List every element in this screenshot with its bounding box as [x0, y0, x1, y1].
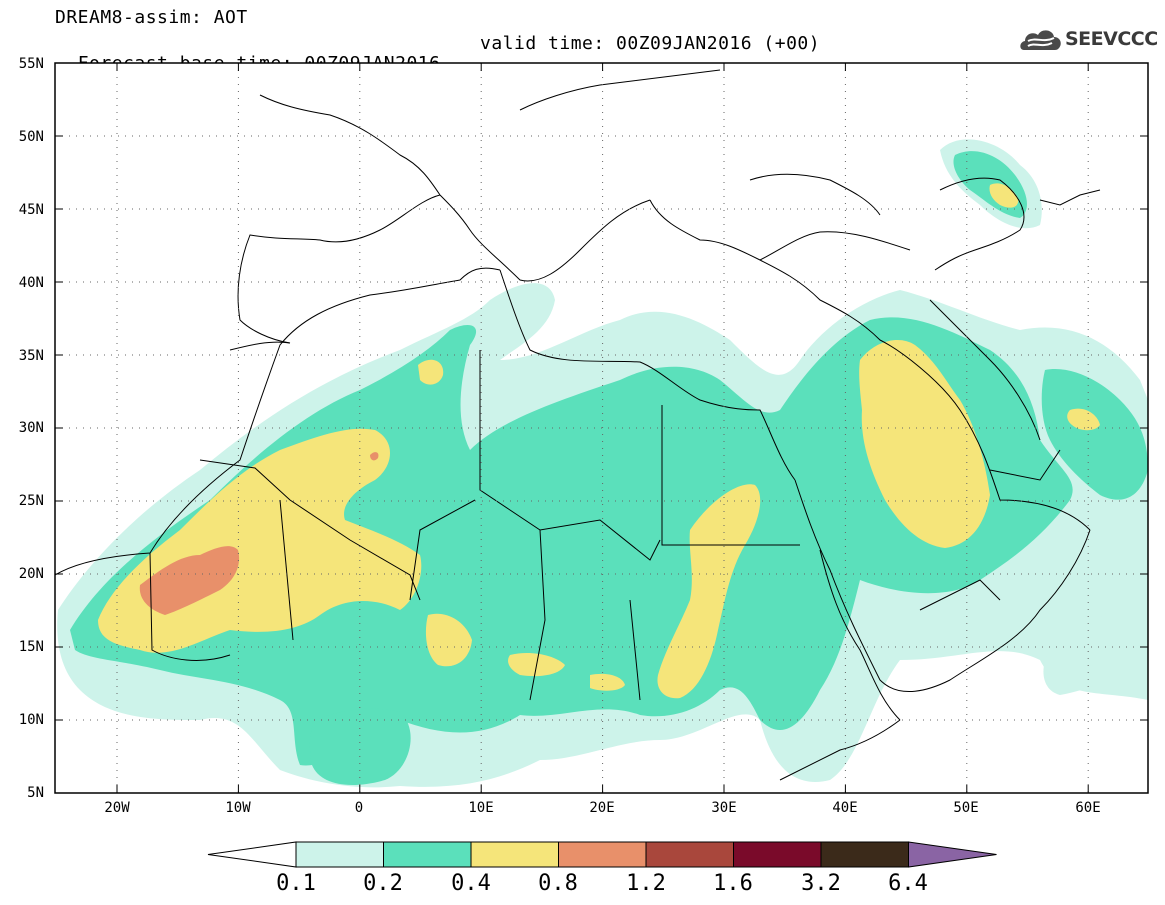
lat-label-40n: 40N [18, 275, 44, 291]
map-frame [54, 62, 1149, 794]
aot-band-0.2 [70, 151, 1148, 785]
colorbar-cell [558, 841, 647, 868]
colorbar-cell [733, 841, 822, 868]
map-background [55, 63, 1148, 793]
lat-label-15n: 15N [18, 639, 44, 655]
base-time: Forecast base time: 00Z09JAN2016 [77, 53, 441, 74]
gridlines [55, 63, 1148, 793]
colorbar-label-0.1: 0.1 [276, 871, 316, 896]
colorbar-label-0.8: 0.8 [538, 871, 578, 896]
lon-label-10w: 10W [225, 800, 251, 816]
coastlines-borders [55, 69, 1101, 781]
lon-label-20e: 20E [589, 800, 615, 816]
colorbar-label-0.4: 0.4 [451, 871, 491, 896]
colorbar-label-0.2: 0.2 [363, 871, 403, 896]
cloud-icon [1020, 30, 1061, 50]
aot-band-0.4 [98, 183, 1100, 699]
lat-label-20n: 20N [18, 566, 44, 582]
map-title: DREAM8-assim: AOT [55, 7, 248, 28]
colorbar-cell [295, 841, 384, 868]
lat-label-30n: 30N [18, 420, 44, 436]
aot-field [57, 139, 1148, 788]
seevccc-logo: SEEVCCC [1018, 24, 1158, 56]
lon-label-20w: 20W [104, 800, 130, 816]
lat-label-5n: 5N [27, 785, 44, 801]
colorbar-label-3.2: 3.2 [801, 871, 841, 896]
colorbar-cell [470, 841, 559, 868]
lon-label-40e: 40E [832, 800, 858, 816]
time-info: Forecast base time: 00Z09JAN2016 valid t… [55, 34, 820, 94]
lat-label-55n: 55N [18, 56, 44, 72]
aot-band-0.8 [139, 452, 379, 615]
lat-label-45n: 45N [18, 202, 44, 218]
lon-label-10e: 10E [468, 800, 494, 816]
lon-label-50e: 50E [953, 800, 979, 816]
colorbar-cell [645, 841, 734, 868]
colorbar-arrow-low [207, 841, 297, 868]
colorbar-label-1.2: 1.2 [626, 871, 666, 896]
colorbar [207, 841, 997, 868]
axis-ticks [55, 62, 1148, 794]
colorbar-label-6.4: 6.4 [888, 871, 928, 896]
lon-label-30e: 30E [711, 800, 737, 816]
lat-label-25n: 25N [18, 493, 44, 509]
lat-label-35n: 35N [18, 348, 44, 364]
lat-label-50n: 50N [18, 129, 44, 145]
lat-label-10n: 10N [18, 712, 44, 728]
lon-label-0: 0 [354, 800, 364, 816]
colorbar-arrow-high [908, 841, 997, 868]
aot-band-0.1 [57, 139, 1148, 788]
lon-label-60e: 60E [1075, 800, 1101, 816]
colorbar-cell [383, 841, 472, 868]
logo-text: SEEVCCC [1065, 28, 1158, 50]
colorbar-label-1.6: 1.6 [713, 871, 753, 896]
colorbar-cell [820, 841, 909, 868]
valid-time: valid time: 00Z09JAN2016 (+00) [480, 33, 821, 54]
